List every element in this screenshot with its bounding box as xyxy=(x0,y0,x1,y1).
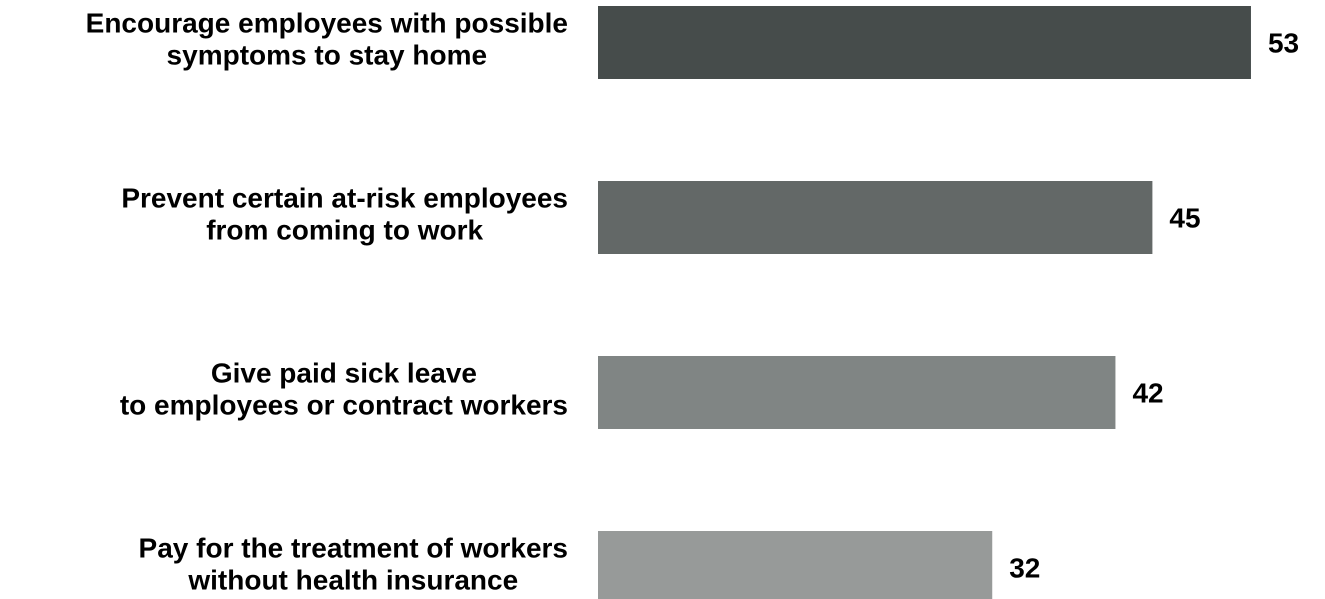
category-label-4-line-1: Pay for the treatment of workers xyxy=(139,533,568,564)
category-label-2-line-1: Prevent certain at-risk employees xyxy=(121,183,568,214)
category-label-1: Encourage employees with possible symptom… xyxy=(86,8,568,71)
bar-3 xyxy=(598,356,1116,429)
category-label-2-line-2: from coming to work xyxy=(206,215,483,246)
data-label-1: 53 xyxy=(1268,28,1299,59)
category-label-3-line-1: Give paid sick leave xyxy=(211,358,477,389)
category-label-2: Prevent certain at-risk employees from co… xyxy=(121,183,568,246)
category-label-1-line-1: Encourage employees with possible xyxy=(86,8,568,39)
category-label-4: Pay for the treatment of workers without … xyxy=(139,533,568,596)
data-label-2: 45 xyxy=(1169,203,1200,234)
category-label-3: Give paid sick leave to employees or cont… xyxy=(120,358,568,421)
category-label-1-line-2: symptoms to stay home xyxy=(167,40,488,71)
category-label-3-line-2: to employees or contract workers xyxy=(120,390,568,421)
bar-1 xyxy=(598,6,1251,79)
bar-2 xyxy=(598,181,1153,254)
category-label-4-line-2: without health insurance xyxy=(187,565,518,596)
bar-4 xyxy=(598,531,993,599)
data-label-3: 42 xyxy=(1132,378,1163,409)
data-label-4: 32 xyxy=(1009,553,1040,584)
